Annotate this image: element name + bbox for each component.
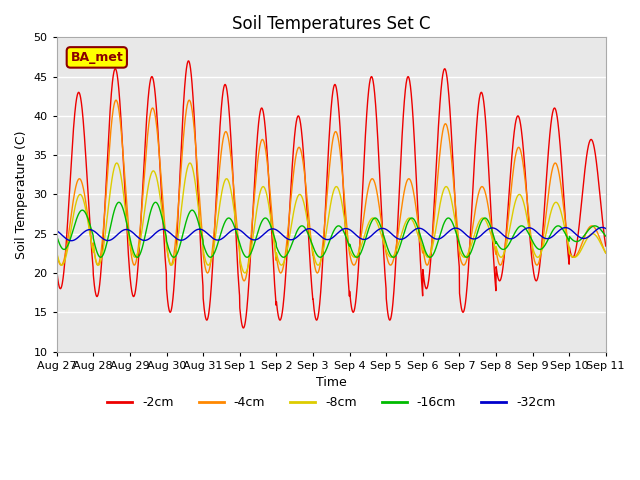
-2cm	[360, 170, 367, 176]
-32cm	[67, 238, 75, 243]
-32cm	[359, 237, 367, 242]
-16cm	[569, 237, 577, 243]
-8cm	[206, 260, 214, 266]
-2cm	[239, 325, 247, 331]
-16cm	[492, 238, 499, 244]
-4cm	[554, 165, 561, 170]
-32cm	[554, 229, 561, 235]
-16cm	[554, 223, 561, 229]
-4cm	[240, 278, 248, 284]
-8cm	[241, 270, 249, 276]
-8cm	[569, 254, 577, 260]
-2cm	[492, 278, 499, 284]
-32cm	[598, 225, 606, 230]
-16cm	[463, 254, 470, 260]
-16cm	[53, 233, 61, 239]
-2cm	[206, 299, 214, 305]
-2cm	[53, 267, 61, 273]
-32cm	[348, 228, 355, 234]
-8cm	[360, 236, 367, 242]
-8cm	[53, 250, 61, 255]
-4cm	[602, 250, 609, 256]
-4cm	[186, 97, 193, 103]
Line: -32cm: -32cm	[57, 228, 605, 240]
-16cm	[348, 246, 355, 252]
Line: -2cm: -2cm	[57, 61, 605, 328]
Title: Soil Temperatures Set C: Soil Temperatures Set C	[232, 15, 431, 33]
-2cm	[602, 243, 609, 249]
Line: -8cm: -8cm	[57, 163, 605, 273]
Line: -16cm: -16cm	[57, 202, 605, 257]
Y-axis label: Soil Temperature (C): Soil Temperature (C)	[15, 130, 28, 259]
-2cm	[348, 304, 355, 310]
-8cm	[492, 245, 499, 251]
-4cm	[492, 248, 499, 253]
Text: BA_met: BA_met	[70, 51, 123, 64]
-8cm	[602, 250, 609, 256]
-8cm	[348, 252, 355, 257]
-32cm	[206, 233, 214, 239]
-16cm	[359, 244, 367, 250]
-4cm	[53, 251, 61, 256]
-32cm	[569, 228, 577, 234]
-8cm	[113, 160, 120, 166]
X-axis label: Time: Time	[316, 376, 347, 389]
-32cm	[602, 226, 609, 231]
-4cm	[360, 216, 367, 222]
-2cm	[554, 118, 561, 123]
Line: -4cm: -4cm	[57, 100, 605, 281]
-4cm	[206, 264, 214, 269]
-4cm	[348, 258, 355, 264]
Legend: -2cm, -4cm, -8cm, -16cm, -32cm: -2cm, -4cm, -8cm, -16cm, -32cm	[102, 391, 561, 414]
-2cm	[569, 254, 577, 260]
-16cm	[206, 254, 214, 260]
-32cm	[53, 228, 61, 234]
-4cm	[569, 254, 577, 260]
-32cm	[491, 226, 499, 231]
-2cm	[184, 58, 192, 64]
-16cm	[602, 233, 609, 239]
-16cm	[115, 199, 123, 205]
-8cm	[554, 201, 561, 206]
